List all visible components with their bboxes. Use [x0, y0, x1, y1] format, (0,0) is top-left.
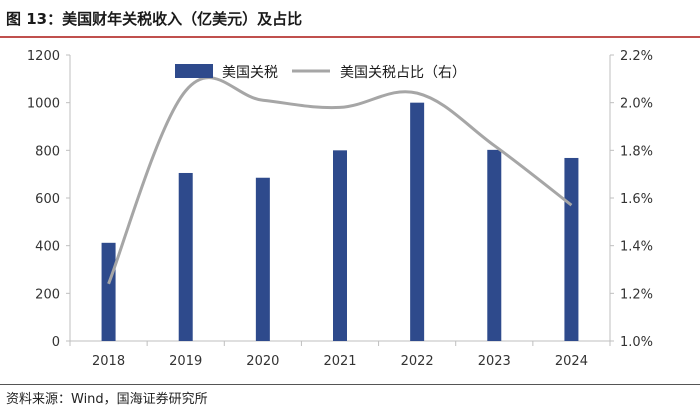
right-tick-label: 1.2% [620, 287, 653, 302]
chart-title: 图 13：美国财年关税收入（亿美元）及占比 [6, 10, 303, 28]
x-tick-label: 2022 [401, 354, 434, 369]
left-tick-label: 1000 [27, 97, 60, 112]
source-note: 资料来源：Wind，国海证券研究所 [6, 392, 208, 407]
legend-bar-label: 美国关税 [222, 65, 278, 81]
right-tick-label: 1.4% [620, 240, 653, 255]
left-tick-label: 200 [35, 287, 60, 302]
x-tick-label: 2024 [555, 354, 588, 369]
left-tick-label: 600 [35, 192, 60, 207]
x-tick-label: 2018 [92, 354, 125, 369]
left-tick-label: 400 [35, 240, 60, 255]
title-bar: 图 13：美国财年关税收入（亿美元）及占比 [0, 0, 700, 38]
x-tick-label: 2020 [246, 354, 279, 369]
left-tick-label: 0 [52, 335, 60, 350]
left-tick-label: 1200 [27, 49, 60, 64]
x-tick-label: 2021 [323, 354, 356, 369]
right-tick-label: 2.2% [620, 49, 653, 64]
bar [487, 149, 502, 341]
legend-bar-swatch [175, 64, 213, 78]
right-tick-label: 2.0% [620, 97, 653, 112]
x-tick-label: 2023 [478, 354, 511, 369]
bar [564, 157, 579, 341]
right-tick-label: 1.8% [620, 144, 653, 159]
x-tick-label: 2019 [169, 354, 202, 369]
bars-layer [101, 102, 579, 342]
bar [255, 177, 270, 341]
legend-line-label: 美国关税占比（右） [340, 65, 466, 81]
bar [410, 102, 425, 342]
axes-layer: 0 200 400 600 800 1000 1200 1.0% 1.2% 1.4% 1.6% 1.8… [27, 49, 653, 369]
chart-canvas: 0 200 400 600 800 1000 1200 1.0% 1.2% 1.4% 1.6% 1.8… [27, 49, 653, 369]
bar [178, 172, 193, 341]
left-tick-label: 800 [35, 144, 60, 159]
line-layer [107, 76, 573, 285]
bar [333, 150, 347, 341]
source-divider [0, 384, 700, 385]
right-tick-label: 1.0% [620, 335, 653, 350]
legend: 美国关税 美国关税占比（右） [175, 64, 466, 81]
bar [101, 242, 116, 341]
title-underline [0, 36, 700, 38]
right-tick-label: 1.6% [620, 192, 653, 207]
share-line [107, 76, 573, 285]
